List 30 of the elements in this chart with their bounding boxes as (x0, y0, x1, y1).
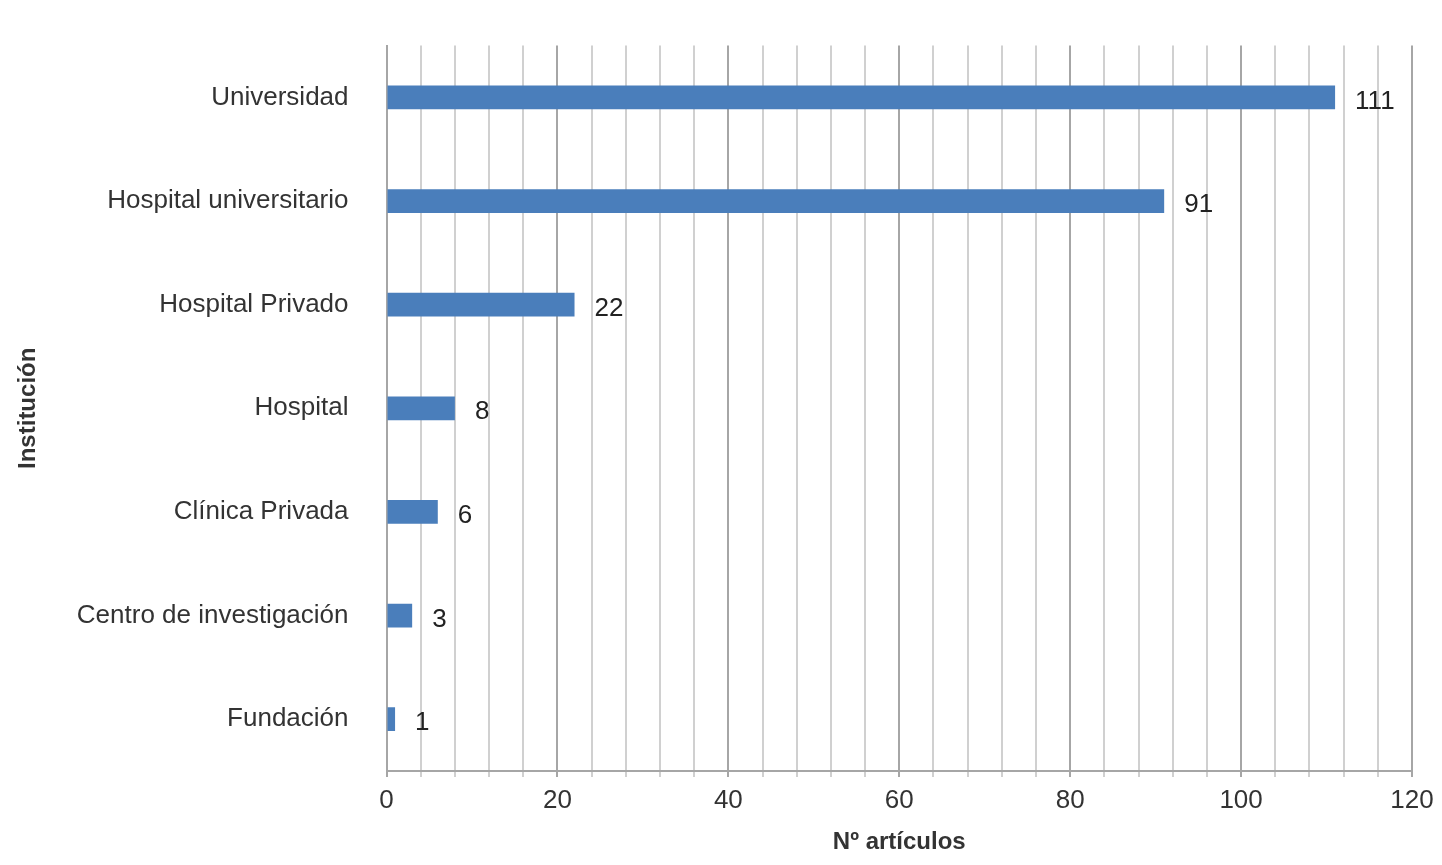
x-axis-title: Nº artículos (832, 827, 966, 855)
y-tick-label: Centro de investigación (76, 598, 349, 629)
data-label: 22 (594, 291, 624, 322)
y-axis-title: Institución (13, 347, 41, 469)
y-tick-label: Hospital universitario (107, 184, 349, 215)
bar (387, 85, 1336, 110)
bar (387, 292, 575, 317)
x-tick-label: 0 (379, 783, 394, 814)
data-label: 6 (457, 499, 473, 530)
y-tick-label: Fundación (227, 702, 349, 733)
data-label: 3 (432, 602, 447, 633)
y-tick-label: Hospital Privado (159, 287, 349, 318)
data-label: 1 (415, 706, 430, 737)
bar (387, 603, 413, 628)
x-tick-label: 80 (1055, 783, 1085, 814)
bar (387, 189, 1165, 213)
data-label: 8 (474, 395, 490, 426)
x-tick-label: 60 (884, 783, 914, 814)
bar (387, 707, 396, 732)
x-tick-label: 120 (1390, 783, 1434, 814)
bar (387, 396, 455, 421)
y-tick-label: Universidad (211, 80, 349, 111)
y-tick-label: Clínica Privada (173, 495, 350, 526)
x-tick-label: 100 (1219, 783, 1263, 814)
x-tick-label: 40 (713, 783, 743, 814)
y-tick-label: Hospital (254, 391, 349, 422)
x-tick-label: 20 (542, 783, 572, 814)
bar (387, 500, 438, 524)
data-label: 111 (1355, 84, 1395, 115)
data-label: 91 (1184, 188, 1214, 219)
